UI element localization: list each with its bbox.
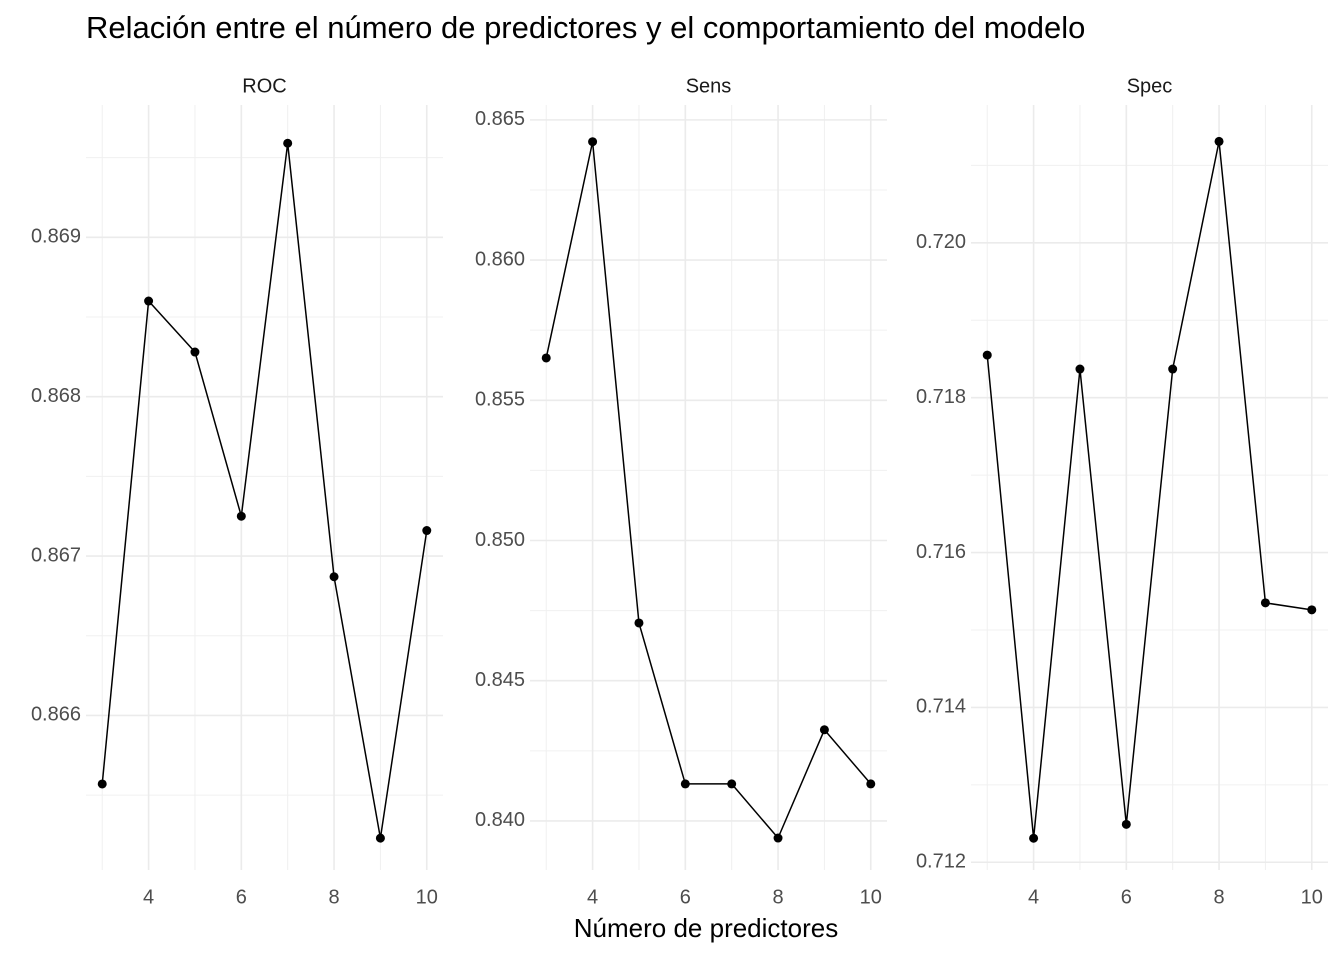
point <box>1168 364 1178 374</box>
y-tick-label: 0.718 <box>916 386 966 408</box>
point <box>1307 605 1317 615</box>
y-tick-label: 0.865 <box>475 108 525 130</box>
y-tick-label: 0.850 <box>475 529 525 551</box>
chart-title: Relación entre el número de predictores … <box>86 10 1085 45</box>
x-tick-label: 6 <box>1121 886 1132 908</box>
point <box>541 353 551 363</box>
point <box>727 779 737 789</box>
y-tick-label: 0.716 <box>916 541 966 563</box>
point <box>634 618 644 628</box>
y-tick-label: 0.855 <box>475 389 525 411</box>
y-tick-label: 0.866 <box>31 704 81 726</box>
x-tick-label: 8 <box>772 886 783 908</box>
x-tick-label: 10 <box>860 886 882 908</box>
point <box>144 296 154 306</box>
x-tick-label: 6 <box>236 886 247 908</box>
point <box>773 833 783 843</box>
y-tick-label: 0.845 <box>475 669 525 691</box>
y-tick-label: 0.714 <box>916 696 966 718</box>
y-tick-label: 0.712 <box>916 851 966 873</box>
x-tick-label: 10 <box>1301 886 1323 908</box>
point <box>1029 833 1039 843</box>
x-axis-label: Número de predictores <box>574 913 838 943</box>
x-tick-label: 4 <box>587 886 598 908</box>
point <box>982 350 992 360</box>
point <box>97 779 107 789</box>
point <box>422 526 432 536</box>
point <box>236 511 246 521</box>
x-tick-label: 8 <box>328 886 339 908</box>
point <box>1075 364 1085 374</box>
point <box>588 137 598 147</box>
x-tick-label: 4 <box>143 886 154 908</box>
y-tick-label: 0.860 <box>475 248 525 270</box>
point <box>866 779 876 789</box>
x-tick-label: 4 <box>1028 886 1039 908</box>
y-tick-label: 0.869 <box>31 226 81 248</box>
x-tick-label: 6 <box>680 886 691 908</box>
panel-title: Sens <box>686 75 732 97</box>
point <box>190 347 200 357</box>
panel-title: Spec <box>1127 75 1173 97</box>
point <box>283 138 293 148</box>
y-tick-label: 0.867 <box>31 544 81 566</box>
point <box>1214 136 1224 146</box>
line <box>101 143 428 839</box>
point <box>1121 819 1131 829</box>
point <box>375 833 385 843</box>
y-tick-label: 0.720 <box>916 231 966 253</box>
point <box>680 779 690 789</box>
panel-title: ROC <box>242 75 286 97</box>
line <box>986 141 1312 839</box>
point <box>329 572 339 582</box>
point <box>1260 598 1270 608</box>
y-tick-label: 0.868 <box>31 385 81 407</box>
line <box>545 141 872 840</box>
y-tick-label: 0.840 <box>475 809 525 831</box>
x-tick-label: 8 <box>1213 886 1224 908</box>
point <box>819 725 829 735</box>
x-tick-label: 10 <box>416 886 438 908</box>
